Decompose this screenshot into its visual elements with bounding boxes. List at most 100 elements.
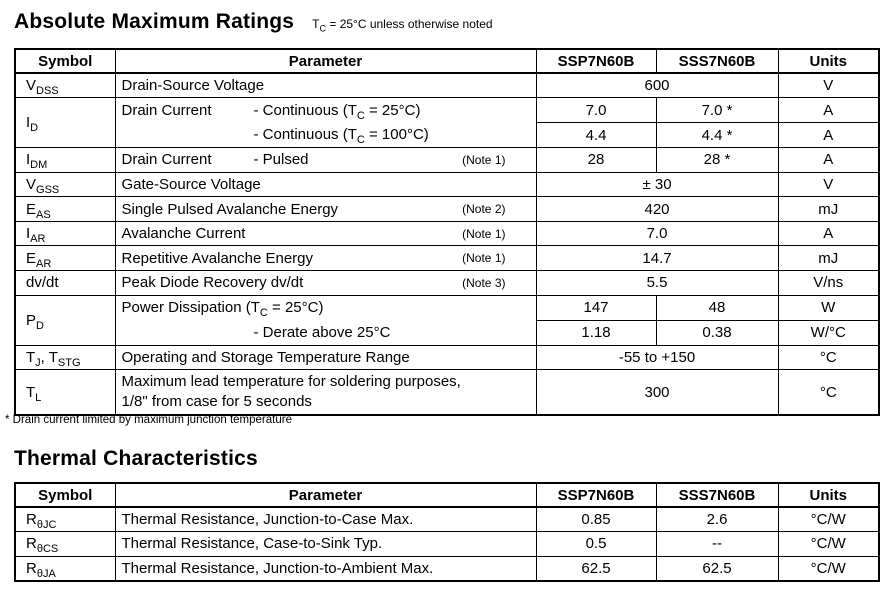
row-pd: PD Power Dissipation (TC = 25°C) - Derat… <box>14 294 880 346</box>
amr-col-parameter: Parameter <box>114 48 537 74</box>
amr-condition-note: TC = 25°C unless otherwise noted <box>312 17 493 34</box>
value-rthjc-ssp: 0.85 <box>535 506 657 533</box>
value-id-25-ssp: 7.0 <box>535 97 657 124</box>
symbol-vdss: VDSS <box>14 72 116 99</box>
note-ref: (Note 1) <box>462 152 506 167</box>
value-rthja-ssp: 62.5 <box>535 555 657 582</box>
symbol-vgss: VGSS <box>14 171 116 198</box>
units-derate: W/°C <box>777 319 880 346</box>
amr-section-header: Absolute Maximum Ratings TC = 25°C unles… <box>14 10 493 34</box>
param-id-continuous-100: - Continuous (TC = 100°C) <box>253 126 429 147</box>
row-vdss: VDSS Drain-Source Voltage 600 V <box>14 72 880 99</box>
amr-col-sss7n60b: SSS7N60B <box>655 48 779 74</box>
page-title-absolute-maximum-ratings: Absolute Maximum Ratings <box>14 10 295 33</box>
row-vgss: VGSS Gate-Source Voltage ± 30 V <box>14 171 880 198</box>
value-tj-tstg: -55 to +150 <box>535 344 779 371</box>
param-tj-tstg: Operating and Storage Temperature Range <box>114 344 537 371</box>
thermal-characteristics-table: Symbol Parameter SSP7N60B SSS7N60B Units… <box>14 482 880 582</box>
units-iar: A <box>777 220 880 247</box>
thermal-col-parameter: Parameter <box>114 482 537 508</box>
value-idm-sss: 28 * <box>655 147 779 173</box>
param-id-continuous-25: - Continuous (TC = 25°C) <box>253 101 421 122</box>
row-pd-derate: 1.18 0.38 W/°C <box>15 319 880 346</box>
param-rthja: Thermal Resistance, Junction-to-Ambient … <box>114 555 537 582</box>
symbol-tj-tstg: TJ, TSTG <box>14 344 116 371</box>
amr-col-symbol: Symbol <box>14 48 116 74</box>
units-eas: mJ <box>777 196 880 222</box>
symbol-rthjc: RθJC <box>14 506 116 533</box>
note-ref: (Note 1) <box>462 226 506 241</box>
row-tj-tstg: TJ, TSTG Operating and Storage Temperatu… <box>14 344 880 371</box>
value-id-100-ssp: 4.4 <box>535 122 657 149</box>
units-id-100: A <box>777 122 880 149</box>
absolute-maximum-ratings-table: Symbol Parameter SSP7N60B SSS7N60B Units… <box>14 48 880 417</box>
value-id-25-sss: 7.0 * <box>655 97 779 124</box>
units-id-25: A <box>777 97 880 124</box>
thermal-col-symbol: Symbol <box>14 482 116 508</box>
param-rthjc: Thermal Resistance, Junction-to-Case Max… <box>114 506 537 533</box>
value-pd-ssp: 147 <box>535 294 657 321</box>
note-ref: (Note 1) <box>462 251 506 266</box>
symbol-ear: EAR <box>14 245 116 272</box>
value-ear: 14.7 <box>535 245 779 272</box>
symbol-tl: TL <box>14 369 116 416</box>
units-rthjc: °C/W <box>777 506 880 533</box>
param-idm: Drain Current - Pulsed (Note 1) <box>114 147 537 173</box>
value-rthjc-sss: 2.6 <box>655 506 779 533</box>
units-idm: A <box>777 147 880 173</box>
value-tl: 300 <box>535 369 779 416</box>
thermal-col-units: Units <box>777 482 880 508</box>
amr-footnote: * Drain current limited by maximum junct… <box>5 414 292 426</box>
symbol-idm: IDM <box>14 147 116 173</box>
param-pd: Power Dissipation (TC = 25°C) - Derate a… <box>114 294 537 346</box>
value-id-100-sss: 4.4 * <box>655 122 779 149</box>
row-id-continuous-25c: ID Drain Current - Continuous (TC = 25°C)… <box>14 97 880 149</box>
row-rthja: RθJA Thermal Resistance, Junction-to-Amb… <box>14 555 880 582</box>
param-pd-derate: - Derate above 25°C <box>253 323 391 341</box>
param-tl: Maximum lead temperature for soldering p… <box>114 369 537 416</box>
note-ref: (Note 2) <box>462 202 506 217</box>
symbol-rthja: RθJA <box>14 555 116 582</box>
row-eas: EAS Single Pulsed Avalanche Energy (Note … <box>14 196 880 222</box>
param-eas: Single Pulsed Avalanche Energy (Note 2) <box>114 196 537 222</box>
value-idm-ssp: 28 <box>535 147 657 173</box>
value-derate-ssp: 1.18 <box>535 319 657 346</box>
units-tj-tstg: °C <box>777 344 880 371</box>
symbol-rthcs: RθCS <box>14 531 116 557</box>
amr-col-units: Units <box>777 48 880 74</box>
row-dvdt: dv/dt Peak Diode Recovery dv/dt (Note 3) … <box>14 270 880 296</box>
units-pd: W <box>777 294 880 321</box>
row-rthjc: RθJC Thermal Resistance, Junction-to-Cas… <box>14 506 880 533</box>
symbol-dvdt: dv/dt <box>14 270 116 296</box>
value-rthcs-ssp: 0.5 <box>535 531 657 557</box>
row-rthcs: RθCS Thermal Resistance, Case-to-Sink Ty… <box>14 531 880 557</box>
param-id: Drain Current - Continuous (TC = 25°C) - … <box>114 97 537 149</box>
units-vgss: V <box>777 171 880 198</box>
note-ref: (Note 3) <box>462 275 506 290</box>
value-dvdt: 5.5 <box>535 270 779 296</box>
units-rthja: °C/W <box>777 555 880 582</box>
param-ear: Repetitive Avalanche Energy (Note 1) <box>114 245 537 272</box>
value-eas: 420 <box>535 196 779 222</box>
amr-col-ssp7n60b: SSP7N60B <box>535 48 657 74</box>
row-iar: IAR Avalanche Current (Note 1) 7.0 A <box>14 220 880 247</box>
thermal-col-ssp7n60b: SSP7N60B <box>535 482 657 508</box>
row-idm: IDM Drain Current - Pulsed (Note 1) 28 2… <box>14 147 880 173</box>
units-ear: mJ <box>777 245 880 272</box>
row-tl: TL Maximum lead temperature for solderin… <box>14 369 880 416</box>
symbol-pd: PD <box>14 294 116 346</box>
param-vgss: Gate-Source Voltage <box>114 171 537 198</box>
thermal-col-sss7n60b: SSS7N60B <box>655 482 779 508</box>
symbol-iar: IAR <box>14 220 116 247</box>
param-rthcs: Thermal Resistance, Case-to-Sink Typ. <box>114 531 537 557</box>
value-vgss: ± 30 <box>535 171 779 198</box>
row-ear: EAR Repetitive Avalanche Energy (Note 1) … <box>14 245 880 272</box>
value-pd-sss: 48 <box>655 294 779 321</box>
value-derate-sss: 0.38 <box>655 319 779 346</box>
symbol-id: ID <box>14 97 116 149</box>
page-title-thermal-characteristics: Thermal Characteristics <box>14 447 258 470</box>
param-vdss: Drain-Source Voltage <box>114 72 537 99</box>
param-iar: Avalanche Current (Note 1) <box>114 220 537 247</box>
value-iar: 7.0 <box>535 220 779 247</box>
